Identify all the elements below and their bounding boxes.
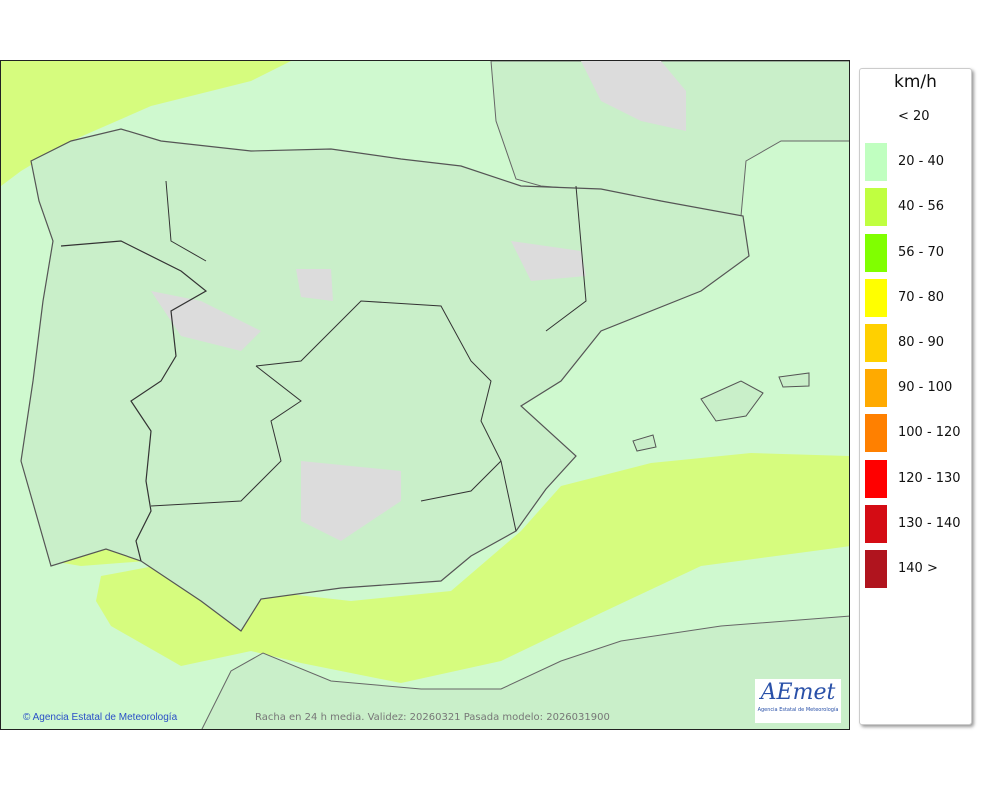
legend-item: 56 - 70 (865, 233, 971, 272)
legend-swatch (865, 278, 887, 317)
map-caption: Racha en 24 h media. Validez: 20260321 P… (255, 712, 610, 723)
legend-label: 56 - 70 (898, 244, 945, 260)
legend-item: 120 - 130 (865, 459, 971, 498)
legend-item: 100 - 120 (865, 414, 971, 453)
ibiza (632, 434, 657, 452)
wind-gust-map: © Agencia Estatal de Meteorología Racha … (0, 60, 850, 730)
no-data-patch (296, 269, 333, 301)
legend-label: 70 - 80 (898, 289, 945, 305)
no-data-patch (581, 61, 686, 131)
mallorca (700, 380, 764, 422)
legend-item: 140 > (865, 550, 971, 588)
legend-label: 40 - 56 (898, 199, 945, 215)
gust-zone-south (96, 453, 849, 683)
credit-text: Agencia Estatal de Meteorología (32, 712, 178, 723)
legend-unit: km/h (894, 72, 937, 92)
legend-label: < 20 (898, 109, 930, 124)
aemet-logo: AEmet Agencia Estatal de Meteorología (755, 679, 841, 723)
no-data-patch (301, 461, 401, 541)
legend-swatch (865, 369, 887, 408)
legend-swatch (865, 459, 887, 498)
legend-label: 140 > (898, 561, 938, 576)
legend-item: 130 - 140 (865, 504, 971, 543)
legend-swatch (865, 324, 887, 362)
map-canvas (1, 61, 849, 729)
legend-label: 100 - 120 (898, 425, 961, 441)
legend-swatch (865, 504, 887, 543)
copyright-credit: © Agencia Estatal de Meteorología (23, 712, 178, 723)
legend-item: 20 - 40 (865, 143, 971, 182)
legend-swatch (865, 414, 887, 453)
legend-label: 80 - 90 (898, 335, 945, 350)
logo-wordmark: AEmet (760, 680, 836, 705)
legend-item: < 20 (865, 98, 971, 136)
gust-zone-nw (1, 61, 291, 186)
legend: km/h < 20 20 - 40 40 - 56 56 - 70 70 - 80 80 … (859, 68, 972, 725)
legend-item: 90 - 100 (865, 369, 971, 408)
legend-label: 90 - 100 (898, 380, 953, 396)
africa-land (201, 615, 849, 729)
legend-swatch (865, 550, 887, 588)
menorca (778, 372, 810, 388)
legend-swatch (865, 233, 887, 272)
region-border (150, 180, 587, 532)
legend-item: 40 - 56 (865, 188, 971, 227)
legend-swatch (865, 143, 887, 182)
no-data-patch (151, 291, 261, 351)
logo-subtitle: Agencia Estatal de Meteorología (757, 707, 839, 713)
legend-label: 130 - 140 (898, 515, 961, 531)
legend-label: 120 - 130 (898, 470, 961, 486)
legend-label: 20 - 40 (898, 154, 945, 170)
legend-swatch (865, 188, 887, 227)
no-data-patch (511, 241, 586, 281)
country-border (60, 240, 208, 562)
legend-item: 70 - 80 (865, 278, 971, 317)
legend-item: 80 - 90 (865, 324, 971, 362)
